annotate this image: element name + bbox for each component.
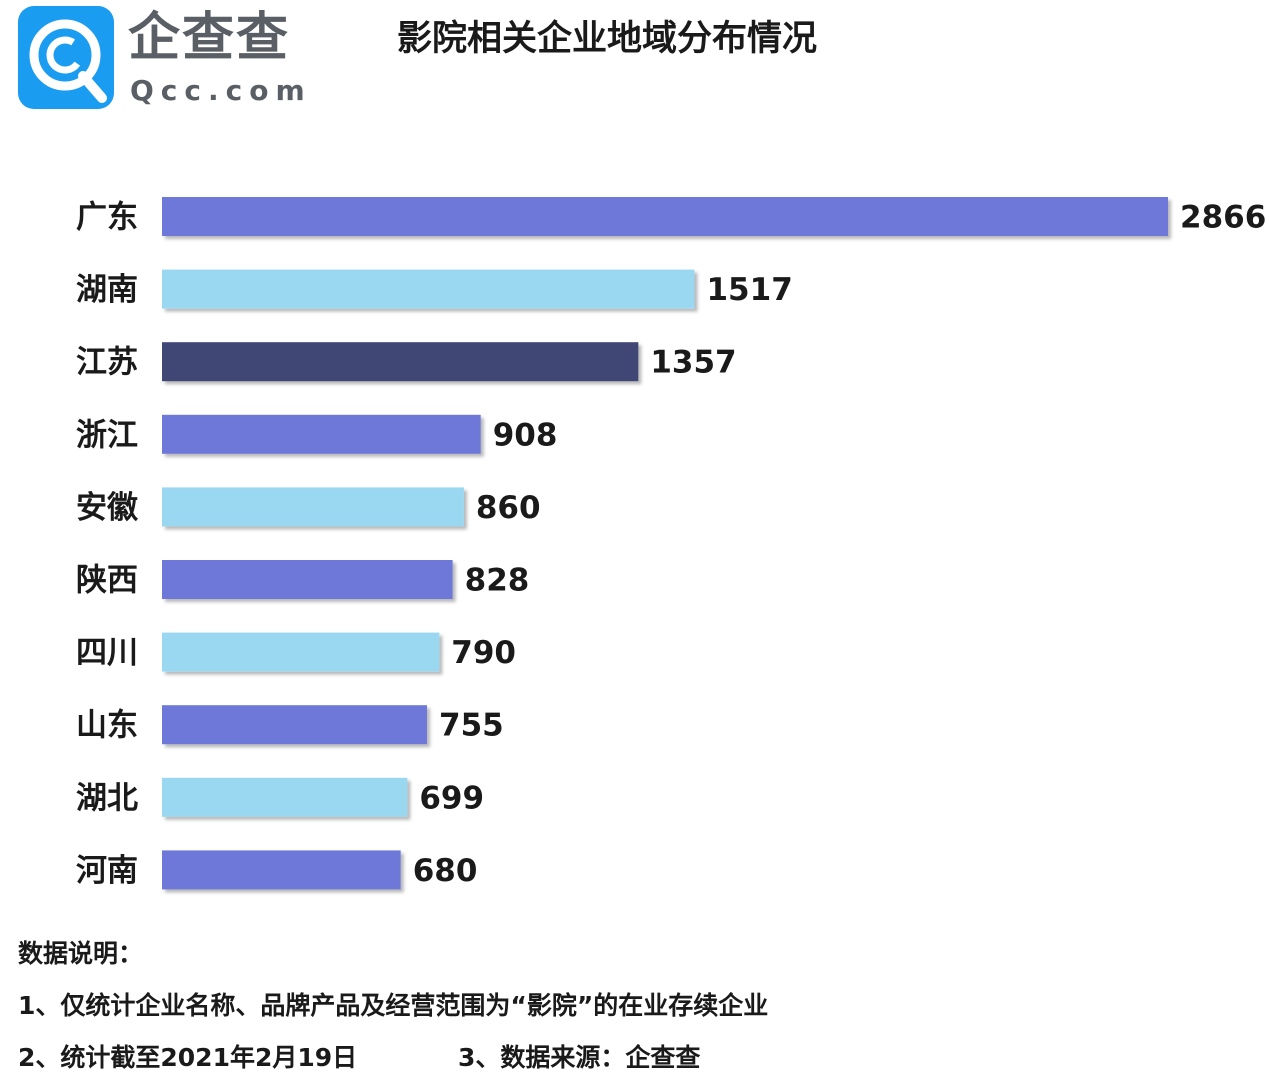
notes-heading: 数据说明： xyxy=(18,939,144,968)
bars-group: 广东 2866 湖南 1517 江苏 1357 浙江 908 安徽 860 陕西 828 四川 790 山东… xyxy=(76,197,1266,890)
category-label: 河南 xyxy=(76,853,138,889)
bar xyxy=(162,197,1168,236)
bar xyxy=(162,342,639,382)
qcc-logo-icon xyxy=(18,6,114,109)
value-label: 908 xyxy=(493,417,558,453)
category-label: 四川 xyxy=(76,635,138,671)
category-label: 湖北 xyxy=(76,780,138,816)
category-label: 陕西 xyxy=(76,563,138,599)
bar xyxy=(162,777,408,817)
bar-chart: 广东 2866 湖南 1517 江苏 1357 浙江 908 安徽 860 陕西 828 四川 790 山东… xyxy=(76,197,1266,890)
value-label: 828 xyxy=(465,563,530,599)
category-label: 山东 xyxy=(76,708,138,744)
bar xyxy=(162,850,401,890)
value-label: 699 xyxy=(419,780,484,816)
bar xyxy=(162,269,695,309)
value-label: 860 xyxy=(476,490,541,526)
note-date: 2、统计截至2021年2月19日 xyxy=(18,1043,358,1072)
category-label: 安徽 xyxy=(76,490,139,526)
bar xyxy=(162,487,464,527)
value-label: 2866 xyxy=(1180,200,1266,236)
note-scope: 1、仅统计企业名称、品牌产品及经营范围为“影院”的在业存续企业 xyxy=(18,991,769,1020)
bar xyxy=(162,414,481,454)
value-label: 790 xyxy=(451,635,516,671)
value-label: 680 xyxy=(413,853,478,889)
bar xyxy=(162,705,428,745)
category-label: 江苏 xyxy=(76,345,138,381)
category-label: 湖南 xyxy=(76,272,138,308)
chart-title: 影院相关企业地域分布情况 xyxy=(397,19,818,59)
value-label: 1357 xyxy=(650,345,736,381)
category-label: 浙江 xyxy=(76,417,138,453)
logo-domain: Qcc.com xyxy=(130,74,312,107)
value-label: 755 xyxy=(439,708,504,744)
logo-name: 企查查 xyxy=(128,8,291,68)
value-label: 1517 xyxy=(706,272,792,308)
bar xyxy=(162,560,453,599)
category-label: 广东 xyxy=(76,200,138,236)
note-source: 3、数据来源：企查查 xyxy=(458,1043,701,1072)
bar xyxy=(162,632,440,672)
